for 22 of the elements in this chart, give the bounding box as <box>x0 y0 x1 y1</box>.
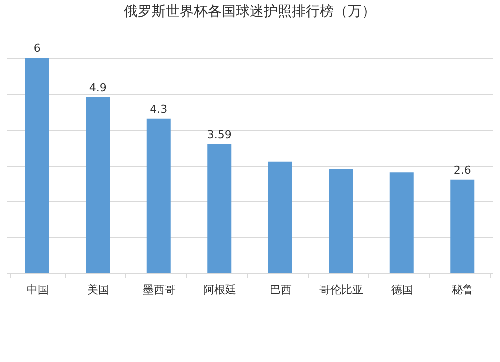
data-label: 4.3 <box>150 102 168 116</box>
x-tick-label: 秘鲁 <box>452 284 474 296</box>
x-tick-label: 阿根廷 <box>204 284 237 296</box>
x-tick-label: 巴西 <box>270 284 292 296</box>
bar <box>450 180 475 273</box>
bar <box>146 118 171 273</box>
x-tick-label: 中国 <box>26 284 49 296</box>
data-label: 3.59 <box>207 128 232 142</box>
chart-title: 俄罗斯世界杯各国球迷护照排行榜（万） <box>124 4 376 20</box>
bar <box>268 162 292 273</box>
bar <box>86 97 110 273</box>
data-label: 6 <box>34 42 41 55</box>
bar <box>390 172 414 273</box>
x-tick-label: 德国 <box>391 284 414 296</box>
bar <box>25 58 50 273</box>
data-label: 4.9 <box>89 81 107 94</box>
bar <box>208 144 232 273</box>
data-label: 2.6 <box>454 164 472 177</box>
bar <box>329 169 354 273</box>
x-tick-label: 哥伦比亚 <box>320 284 364 296</box>
x-tick-label: 墨西哥 <box>142 284 176 296</box>
x-tick-label: 美国 <box>88 284 110 296</box>
